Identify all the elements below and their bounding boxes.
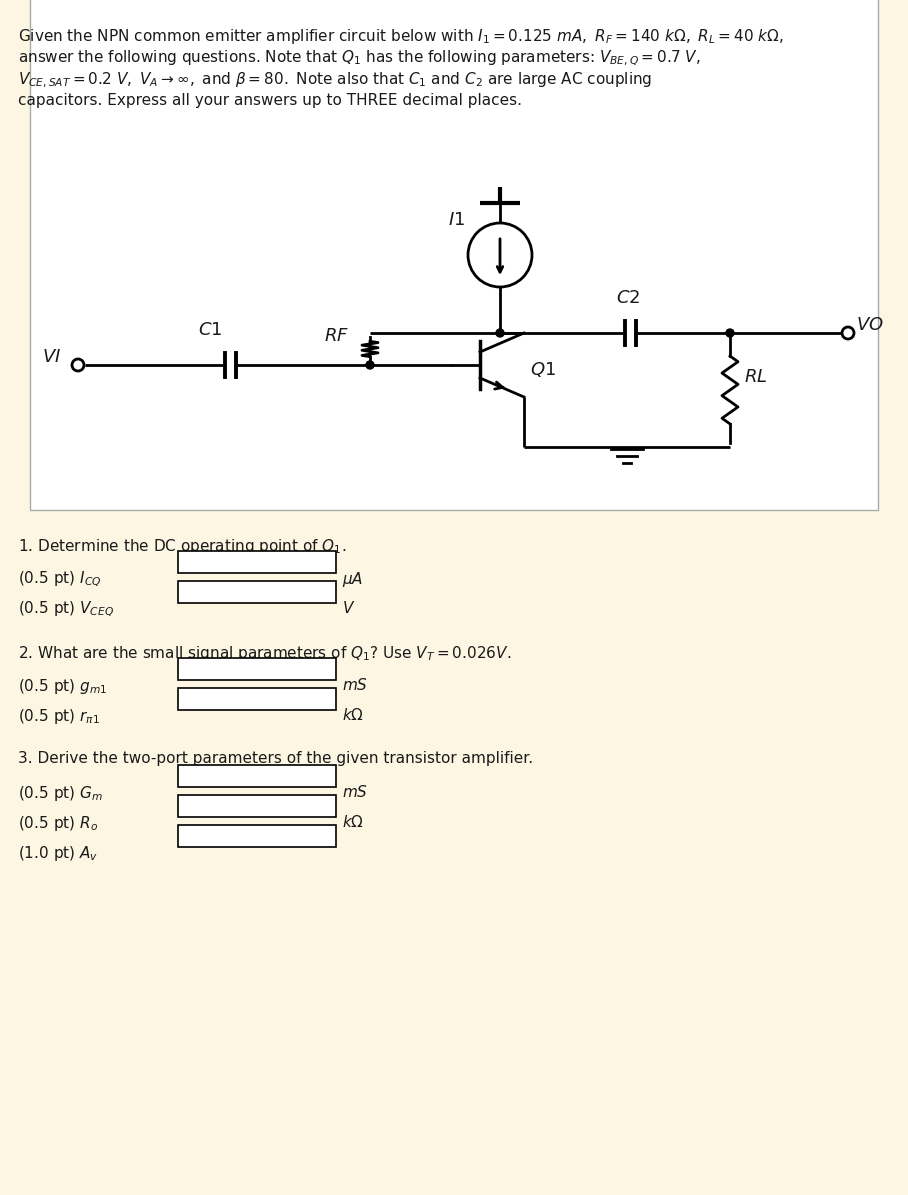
Text: $RL$: $RL$	[744, 368, 767, 386]
Text: $V$: $V$	[342, 600, 355, 615]
Text: (0.5 pt) $r_{\pi 1}$: (0.5 pt) $r_{\pi 1}$	[18, 707, 100, 727]
Text: $\mu A$: $\mu A$	[342, 570, 363, 589]
Text: $V_{CE,SAT} = 0.2\ V,\ V_A \rightarrow \infty,$ and $\beta = 80.$ Note also that: $V_{CE,SAT} = 0.2\ V,\ V_A \rightarrow \…	[18, 71, 652, 91]
FancyBboxPatch shape	[178, 765, 336, 788]
FancyBboxPatch shape	[178, 825, 336, 847]
FancyBboxPatch shape	[178, 551, 336, 572]
Text: $VI$: $VI$	[42, 348, 61, 366]
Circle shape	[496, 329, 504, 337]
Text: (1.0 pt) $A_v$: (1.0 pt) $A_v$	[18, 844, 98, 863]
Text: 1. Determine the DC operating point of $Q_1$.: 1. Determine the DC operating point of $…	[18, 537, 347, 556]
Circle shape	[366, 361, 374, 369]
Text: (0.5 pt) $V_{CEQ}$: (0.5 pt) $V_{CEQ}$	[18, 600, 114, 619]
Text: (0.5 pt) $G_m$: (0.5 pt) $G_m$	[18, 784, 103, 803]
FancyBboxPatch shape	[178, 658, 336, 680]
Text: $k\Omega$: $k\Omega$	[342, 814, 364, 831]
Text: (0.5 pt) $I_{CQ}$: (0.5 pt) $I_{CQ}$	[18, 570, 102, 589]
FancyBboxPatch shape	[30, 0, 878, 510]
Text: $Q1$: $Q1$	[530, 360, 556, 379]
Text: $VO$: $VO$	[856, 315, 883, 333]
Text: $I1$: $I1$	[448, 212, 465, 229]
Text: $C2$: $C2$	[616, 289, 640, 307]
Text: (0.5 pt) $R_o$: (0.5 pt) $R_o$	[18, 814, 98, 833]
Text: answer the following questions. Note that $Q_1$ has the following parameters: $V: answer the following questions. Note tha…	[18, 49, 701, 68]
FancyBboxPatch shape	[178, 581, 336, 603]
Circle shape	[726, 329, 734, 337]
Text: $k\Omega$: $k\Omega$	[342, 707, 364, 723]
FancyBboxPatch shape	[178, 688, 336, 710]
Text: $RF$: $RF$	[324, 327, 349, 345]
Text: 2. What are the small signal parameters of $Q_1$? Use $V_T = 0.026V$.: 2. What are the small signal parameters …	[18, 644, 511, 663]
Text: (0.5 pt) $g_{m1}$: (0.5 pt) $g_{m1}$	[18, 678, 107, 695]
Text: $C1$: $C1$	[198, 321, 222, 339]
Text: $mS$: $mS$	[342, 678, 368, 693]
Text: Given the NPN common emitter amplifier circuit below with $I_1 = 0.125\ mA,\ R_F: Given the NPN common emitter amplifier c…	[18, 27, 784, 45]
Text: capacitors. Express all your answers up to THREE decimal places.: capacitors. Express all your answers up …	[18, 93, 522, 108]
Text: $mS$: $mS$	[342, 784, 368, 799]
FancyBboxPatch shape	[178, 795, 336, 817]
Text: 3. Derive the two-port parameters of the given transistor amplifier.: 3. Derive the two-port parameters of the…	[18, 750, 533, 766]
